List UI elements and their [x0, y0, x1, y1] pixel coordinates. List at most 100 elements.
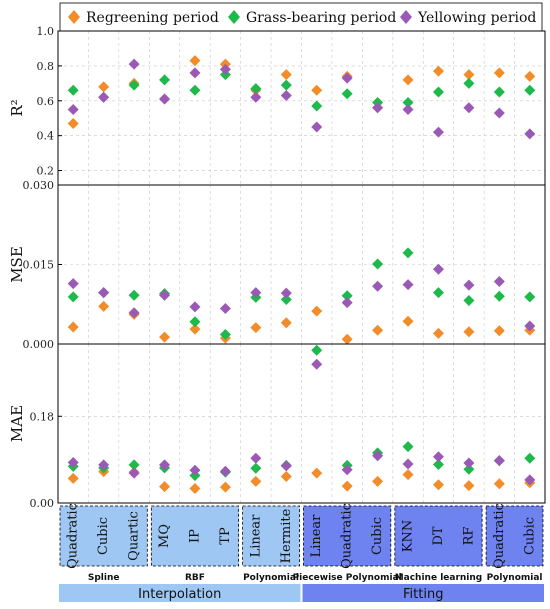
series-yellowing: [67, 358, 536, 486]
data-point-regreening: [311, 467, 323, 479]
data-point-yellowing: [280, 90, 292, 102]
method-group-label: Machine learning: [395, 573, 483, 583]
y-tick-label: 0.030: [23, 179, 55, 192]
data-point-regreening: [159, 481, 171, 493]
data-point-grass-bearing: [402, 247, 414, 259]
method-group-box: [150, 505, 240, 567]
method-group-label: Polynomial: [487, 573, 543, 583]
data-point-yellowing: [402, 458, 414, 470]
legend-marker-regreening: [68, 10, 80, 24]
data-point-yellowing: [463, 457, 475, 469]
y-axis-label: MAE: [8, 405, 26, 442]
method-group-box: [59, 505, 148, 567]
data-point-grass-bearing: [493, 86, 505, 98]
data-point-yellowing: [280, 287, 292, 299]
method-group-box: [394, 505, 483, 567]
data-point-grass-bearing: [524, 291, 536, 303]
method-label: Linear: [248, 514, 263, 558]
data-point-yellowing: [159, 289, 171, 301]
data-point-yellowing: [128, 467, 140, 479]
data-point-grass-bearing: [219, 328, 231, 340]
series-yellowing: [67, 263, 536, 332]
data-point-regreening: [219, 481, 231, 493]
method-group-label: RBF: [185, 573, 205, 583]
data-point-grass-bearing: [128, 289, 140, 301]
data-point-yellowing: [372, 102, 384, 114]
y-tick-label: 0.4: [37, 130, 55, 143]
data-point-regreening: [98, 300, 110, 312]
data-point-yellowing: [219, 302, 231, 314]
y-tick-label: 0.015: [23, 259, 55, 272]
data-point-grass-bearing: [128, 79, 140, 91]
data-point-regreening: [493, 325, 505, 337]
legend: Regreening period Grass-bearing period Y…: [59, 2, 543, 32]
legend-marker-grass-bearing: [228, 10, 240, 24]
data-point-yellowing: [250, 287, 262, 299]
data-point-yellowing: [67, 457, 79, 469]
data-point-regreening: [67, 472, 79, 484]
method-label: Quadratic: [66, 503, 81, 569]
data-point-regreening: [402, 469, 414, 481]
data-point-grass-bearing: [250, 462, 262, 474]
data-point-yellowing: [311, 358, 323, 370]
band-fit: [302, 584, 544, 602]
data-point-yellowing: [524, 474, 536, 486]
data-point-yellowing: [128, 58, 140, 70]
method-label: Quartic: [127, 511, 142, 561]
method-group-label: Polynomial: [243, 573, 299, 583]
data-point-regreening: [311, 305, 323, 317]
y-axis-label: MSE: [8, 246, 26, 283]
data-point-grass-bearing: [159, 74, 171, 86]
data-point-grass-bearing: [250, 83, 262, 95]
data-point-regreening: [493, 67, 505, 79]
method-label: MQ: [157, 524, 172, 548]
panel-mae: 0.00 0.18 MAE: [8, 343, 546, 510]
y-tick-label: 0.00: [30, 497, 55, 510]
data-point-yellowing: [128, 307, 140, 319]
data-point-yellowing: [402, 104, 414, 115]
data-point-yellowing: [189, 464, 201, 476]
method-label: KNN: [401, 520, 416, 552]
data-point-yellowing: [189, 67, 201, 79]
data-point-yellowing: [159, 93, 171, 105]
method-group-box: [485, 505, 544, 567]
data-point-yellowing: [219, 465, 231, 477]
data-point-grass-bearing: [189, 84, 201, 96]
data-point-regreening: [402, 315, 414, 327]
data-point-grass-bearing: [463, 295, 475, 307]
data-point-grass-bearing: [402, 441, 414, 453]
data-point-regreening: [311, 84, 323, 96]
method-label: Cubic: [96, 517, 111, 555]
method-label: DT: [431, 526, 446, 545]
data-point-yellowing: [372, 450, 384, 462]
data-point-regreening: [432, 327, 444, 339]
data-point-regreening: [189, 55, 201, 67]
data-point-grass-bearing: [432, 287, 444, 299]
data-point-grass-bearing: [128, 459, 140, 471]
data-point-yellowing: [280, 460, 292, 472]
panel-mse: 0.000 0.015 0.030 MSE: [8, 179, 546, 351]
y-tick-label: 0.000: [23, 338, 55, 351]
data-point-regreening: [280, 69, 292, 81]
data-point-regreening: [463, 326, 475, 338]
y-tick-label: 0.18: [30, 410, 55, 423]
data-point-yellowing: [341, 464, 353, 476]
legend-label-grass-bearing: Grass-bearing period: [246, 10, 396, 26]
data-point-yellowing: [67, 278, 79, 290]
data-point-yellowing: [159, 459, 171, 471]
data-point-yellowing: [98, 287, 110, 299]
data-point-grass-bearing: [341, 290, 353, 302]
method-group-box: [242, 505, 300, 567]
data-point-yellowing: [67, 104, 79, 115]
data-point-grass-bearing: [463, 463, 475, 475]
data-point-regreening: [280, 317, 292, 329]
data-point-regreening: [189, 323, 201, 335]
data-point-regreening: [250, 322, 262, 334]
method-group-box: [303, 505, 392, 567]
data-point-yellowing: [493, 455, 505, 467]
data-point-regreening: [189, 483, 201, 495]
data-point-grass-bearing: [67, 84, 79, 96]
data-point-yellowing: [463, 279, 475, 291]
data-point-yellowing: [98, 459, 110, 471]
